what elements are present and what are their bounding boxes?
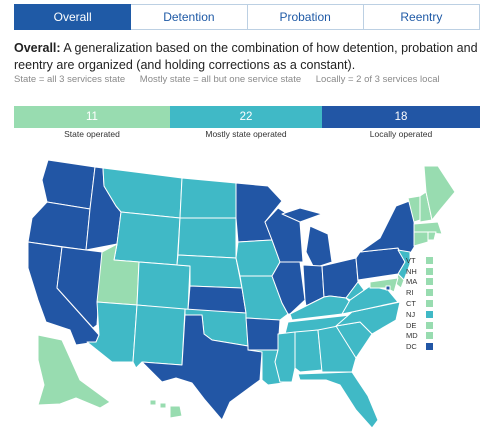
definitions: State = all 3 services state Mostly stat… — [14, 74, 490, 85]
legend-swatch — [426, 289, 433, 297]
legend-item-label: MD — [406, 331, 418, 341]
legend-swatch — [426, 343, 433, 351]
state-co[interactable] — [136, 261, 191, 311]
legend-item-ma: MA — [406, 277, 456, 288]
legend-item-de: DE — [406, 320, 456, 331]
state-ms[interactable] — [274, 331, 296, 383]
state-nc[interactable] — [335, 301, 401, 335]
legend-swatch — [426, 256, 433, 264]
state-ma[interactable] — [413, 221, 443, 235]
legend-item-label: DE — [406, 320, 417, 330]
tab-probation[interactable]: Probation — [247, 4, 364, 30]
legend-item-md: MD — [406, 331, 456, 342]
state-nv[interactable] — [56, 246, 103, 329]
legend-item-label: CT — [406, 299, 416, 309]
state-dc[interactable] — [385, 285, 391, 291]
state-tx[interactable] — [141, 314, 263, 421]
tab-detention[interactable]: Detention — [131, 4, 248, 30]
description-text: A generalization based on the combinatio… — [14, 41, 478, 72]
legend-swatch — [426, 321, 433, 329]
state-ia[interactable] — [235, 239, 281, 277]
us-map — [27, 159, 456, 429]
state-me[interactable] — [423, 165, 456, 221]
state-fl[interactable] — [297, 371, 379, 429]
legend-item-label: DC — [406, 342, 417, 352]
state-ri[interactable] — [427, 231, 437, 241]
summary-local-count: 18 — [322, 106, 480, 128]
state-ak[interactable] — [37, 334, 111, 409]
state-or[interactable] — [27, 201, 91, 251]
summary-mostly-count: 22 — [170, 106, 322, 128]
legend-item-dc: DC — [406, 341, 456, 352]
state-ar[interactable] — [245, 317, 281, 351]
legend-item-ct: CT — [406, 298, 456, 309]
legend-item-nh: NH — [406, 266, 456, 277]
state-mi[interactable] — [281, 207, 333, 269]
summary-state-label: State operated — [64, 129, 120, 139]
tab-reentry[interactable]: Reentry — [363, 4, 480, 30]
state-ks[interactable] — [187, 285, 247, 314]
state-wy[interactable] — [113, 211, 181, 266]
legend-item-label: NJ — [406, 309, 416, 319]
legend-swatch — [426, 310, 433, 318]
state-ga[interactable] — [317, 325, 357, 373]
state-wi[interactable] — [264, 207, 304, 263]
legend-item-label: NH — [406, 266, 417, 276]
legend-item-nj: NJ — [406, 309, 456, 320]
legend-swatch — [426, 300, 433, 308]
state-ct[interactable] — [413, 231, 429, 247]
summary-bar: 11 22 18 — [14, 106, 480, 128]
legend-swatch — [426, 278, 433, 286]
legend-item-label: VT — [406, 255, 416, 265]
state-nm[interactable] — [132, 304, 186, 369]
legend-item-ri: RI — [406, 287, 456, 298]
description-lead: Overall: — [14, 41, 61, 55]
definition-mostly: Mostly state = all but one service state — [139, 74, 302, 85]
summary-local-label: Locally operated — [369, 129, 433, 139]
state-wa[interactable] — [41, 159, 96, 210]
summary-mostly-label: Mostly state operated — [205, 129, 287, 139]
description: Overall: A generalization based on the c… — [14, 40, 490, 74]
legend-swatch — [426, 267, 433, 275]
definition-local: Locally = 2 of 3 services local — [315, 74, 440, 85]
tab-bar: Overall Detention Probation Reentry — [14, 4, 480, 30]
small-states-legend: VT NH MA RI CT NJ DE MD DC — [406, 255, 456, 352]
state-wv[interactable] — [345, 281, 371, 301]
legend-item-label: MA — [406, 277, 418, 287]
summary-state-count: 11 — [14, 106, 170, 128]
state-nd[interactable] — [179, 177, 237, 219]
state-hi[interactable] — [149, 399, 183, 419]
legend-item-label: RI — [406, 288, 414, 298]
state-il[interactable] — [271, 261, 306, 315]
definition-state: State = all 3 services state — [14, 74, 126, 85]
legend-item-vt: VT — [406, 255, 456, 266]
legend-swatch — [426, 332, 433, 340]
state-sd[interactable] — [177, 217, 237, 259]
summary-labels: State operated Mostly state operated Loc… — [14, 129, 480, 139]
state-al[interactable] — [294, 329, 323, 373]
tab-overall[interactable]: Overall — [14, 4, 132, 30]
